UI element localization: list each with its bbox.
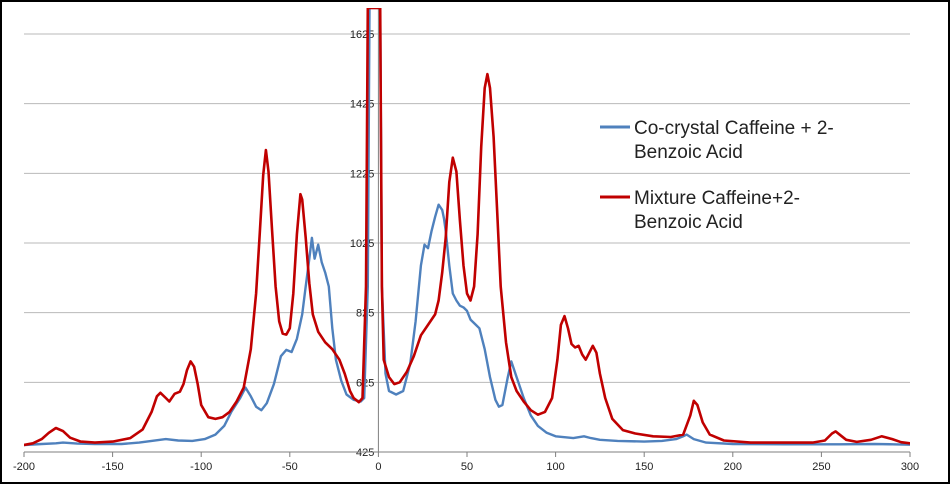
x-axis: -200 -150 -100 -50 0 50 100 150 200 250 300 <box>13 451 919 473</box>
x-tick-label-250: 250 <box>812 461 830 473</box>
x-tick-label-150: 150 <box>635 461 653 473</box>
x-tick-label-100: 100 <box>546 461 564 473</box>
y-tick-label-1225: 1225 <box>350 168 374 180</box>
legend-entry-mixture: Mixture Caffeine+2- Benzoic Acid <box>600 188 800 233</box>
legend-label-mixture-line2: Benzoic Acid <box>634 212 743 233</box>
x-tick-label-0: 0 <box>375 461 381 473</box>
y-tick-label-425: 425 <box>356 447 374 459</box>
x-tick-label-300: 300 <box>901 461 919 473</box>
y-tick-label-1625: 1625 <box>350 29 374 41</box>
plot-lines <box>24 8 910 447</box>
x-tick-label--100: -100 <box>190 461 212 473</box>
x-tick-label-200: 200 <box>724 461 742 473</box>
legend-label-mixture-line1: Mixture Caffeine+2- <box>634 188 800 209</box>
x-tick-label--50: -50 <box>282 461 298 473</box>
legend-label-cocrystal-line2: Benzoic Acid <box>634 142 743 163</box>
x-tick-label--150: -150 <box>102 461 124 473</box>
series-line-mixture <box>24 8 910 447</box>
y-tick-label-1025: 1025 <box>350 238 374 250</box>
legend-entry-cocrystal: Co-crystal Caffeine + 2- Benzoic Acid <box>600 118 834 163</box>
horizontal-gridlines <box>24 33 910 383</box>
x-tick-label-50: 50 <box>461 461 473 473</box>
series-line-cocrystal <box>24 8 910 447</box>
x-tick-label--200: -200 <box>13 461 35 473</box>
y-tick-label-1425: 1425 <box>350 99 374 111</box>
legend: Co-crystal Caffeine + 2- Benzoic Acid Mi… <box>600 118 834 233</box>
legend-label-cocrystal-line1: Co-crystal Caffeine + 2- <box>634 118 834 139</box>
